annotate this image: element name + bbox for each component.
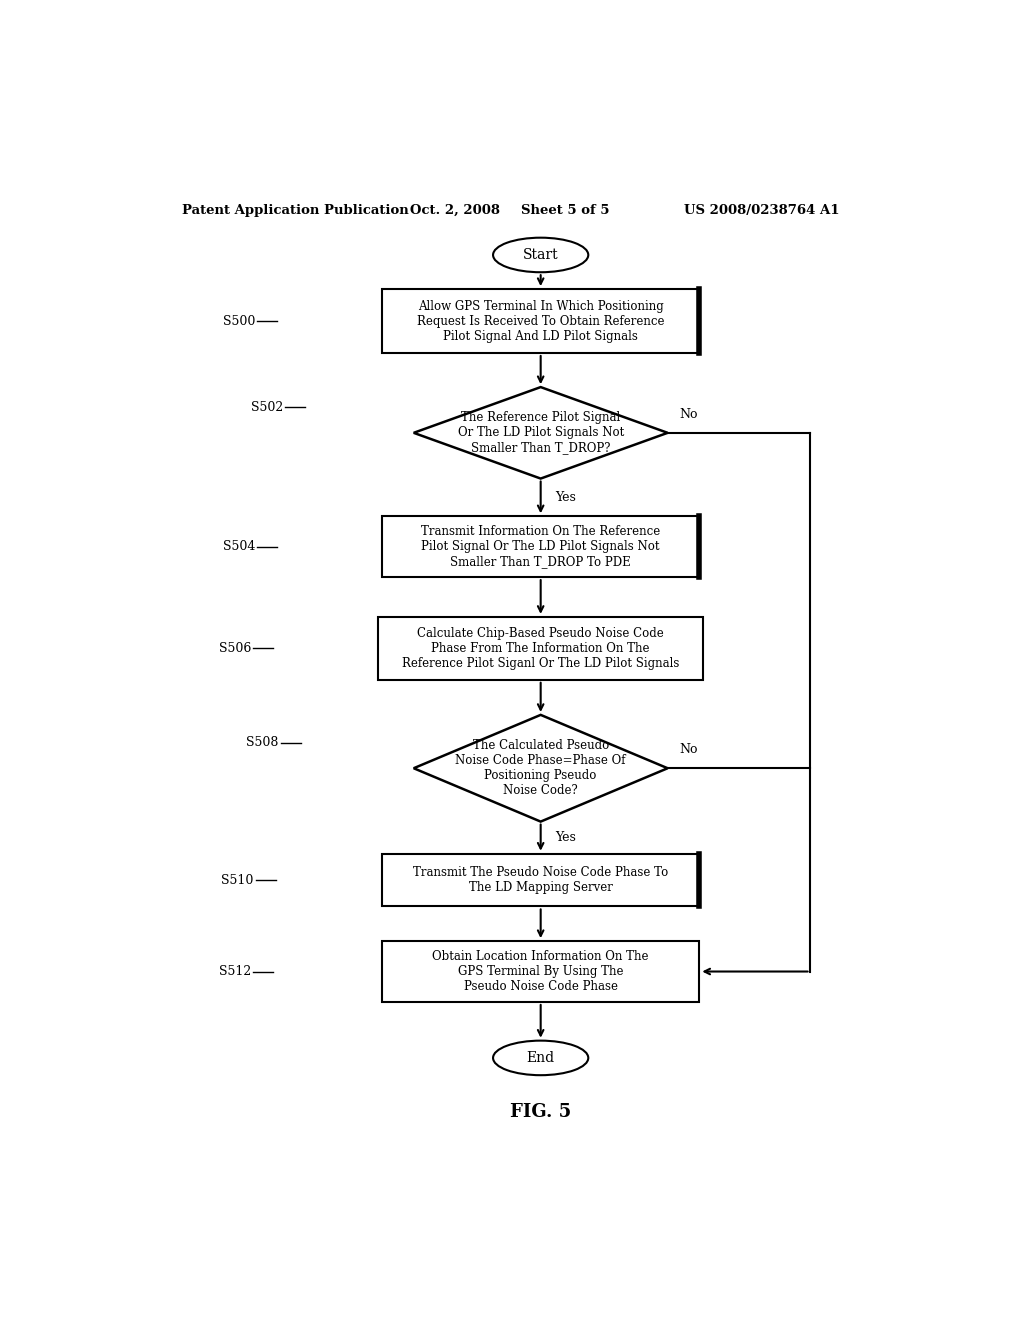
Text: The Calculated Pseudo
Noise Code Phase=Phase Of
Positioning Pseudo
Noise Code?: The Calculated Pseudo Noise Code Phase=P… [456, 739, 626, 797]
Bar [378, 616, 703, 680]
Text: Allow GPS Terminal In Which Positioning
Request Is Received To Obtain Reference
: Allow GPS Terminal In Which Positioning … [417, 300, 665, 342]
Text: Transmit Information On The Reference
Pilot Signal Or The LD Pilot Signals Not
S: Transmit Information On The Reference Pi… [421, 525, 660, 568]
Text: S506: S506 [219, 642, 251, 655]
Text: Obtain Location Information On The
GPS Terminal By Using The
Pseudo Noise Code P: Obtain Location Information On The GPS T… [432, 950, 649, 993]
Bar [382, 516, 699, 577]
Text: The Reference Pilot Signal
Or The LD Pilot Signals Not
Smaller Than T_DROP?: The Reference Pilot Signal Or The LD Pil… [458, 412, 624, 454]
Bar [382, 941, 699, 1002]
Text: Start: Start [523, 248, 558, 261]
Bar [382, 854, 699, 907]
Text: No: No [680, 408, 698, 421]
Text: Oct. 2, 2008: Oct. 2, 2008 [410, 205, 500, 216]
Text: S510: S510 [221, 874, 253, 887]
Bar [382, 289, 699, 352]
Text: End: End [526, 1051, 555, 1065]
Text: Transmit The Pseudo Noise Code Phase To
The LD Mapping Server: Transmit The Pseudo Noise Code Phase To … [413, 866, 669, 894]
Text: Yes: Yes [555, 832, 575, 843]
Text: FIG. 5: FIG. 5 [510, 1102, 571, 1121]
Text: S502: S502 [251, 401, 283, 414]
Text: No: No [680, 743, 698, 756]
Text: S500: S500 [222, 314, 255, 327]
Text: Calculate Chip-Based Pseudo Noise Code
Phase From The Information On The
Referen: Calculate Chip-Based Pseudo Noise Code P… [402, 627, 679, 669]
Text: Yes: Yes [555, 491, 575, 504]
Text: S504: S504 [222, 540, 255, 553]
Text: S512: S512 [219, 965, 251, 978]
Text: Patent Application Publication: Patent Application Publication [182, 205, 409, 216]
Text: US 2008/0238764 A1: US 2008/0238764 A1 [684, 205, 839, 216]
Text: Sheet 5 of 5: Sheet 5 of 5 [521, 205, 609, 216]
Text: S508: S508 [247, 737, 279, 750]
